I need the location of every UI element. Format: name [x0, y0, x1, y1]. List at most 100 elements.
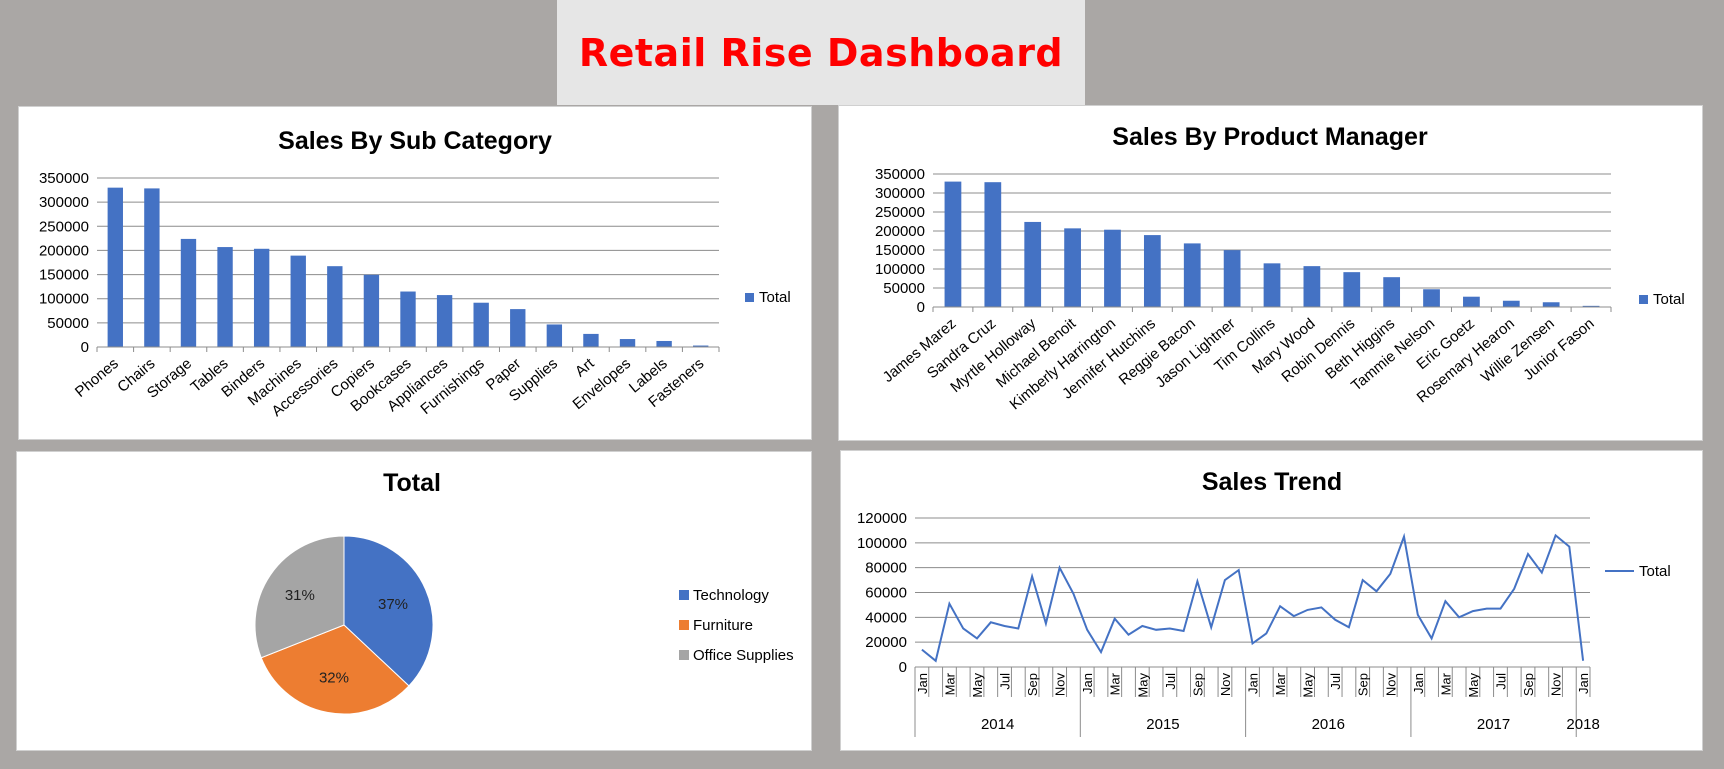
sales-by-manager-panel[interactable]: Sales By Product Manager 0 50000 100000 1500…	[838, 105, 1703, 441]
legend-label: Office Supplies	[693, 647, 794, 664]
legend-swatch	[679, 650, 689, 660]
bar	[693, 345, 709, 347]
bar	[1143, 235, 1161, 307]
x-month-label: May	[1301, 673, 1316, 698]
y-tick-label: 40000	[865, 609, 907, 626]
category-pie-panel[interactable]: Total 37% Technology 32% Furniture 31% Office …	[16, 451, 812, 751]
bar	[1502, 300, 1520, 307]
x-year-label: 2018	[1566, 716, 1599, 733]
x-month-label: Mar	[942, 672, 957, 695]
y-tick-label: 120000	[857, 510, 907, 527]
x-month-label: Nov	[1383, 673, 1398, 697]
y-tick-label: 100000	[39, 291, 89, 308]
bar	[180, 238, 197, 347]
y-tick-label: 60000	[865, 585, 907, 602]
sales-by-subcategory-chart: Sales By Sub Category 0 50000 100000 150000 2…	[39, 127, 791, 420]
x-month-label: Jul	[998, 673, 1013, 690]
y-tick-label: 0	[917, 299, 925, 316]
bar	[253, 248, 270, 347]
x-month-label: May	[970, 673, 985, 698]
bar	[1263, 263, 1281, 307]
bar	[510, 309, 526, 347]
y-tick-label: 250000	[875, 204, 925, 221]
x-month-label: Mar	[1438, 672, 1453, 695]
bar	[217, 247, 233, 347]
x-month-label: Jul	[1493, 673, 1508, 690]
dashboard-title-box: Retail Rise Dashboard	[557, 0, 1085, 105]
legend-swatch	[745, 293, 754, 302]
bar	[1104, 229, 1121, 307]
legend-swatch	[679, 590, 689, 600]
legend-label: Furniture	[693, 617, 753, 634]
sales-by-subcategory-panel[interactable]: Sales By Sub Category 0 50000 100000 150000 2…	[18, 106, 812, 440]
x-month-label: Jan	[1080, 673, 1095, 694]
bar	[583, 333, 599, 347]
bar	[656, 340, 672, 347]
pie-data-label: 32%	[319, 669, 349, 686]
y-tick-label: 50000	[883, 280, 925, 297]
x-month-label: Sep	[1356, 673, 1371, 696]
y-tick-label: 250000	[39, 218, 89, 235]
bar	[363, 274, 380, 347]
x-month-label: May	[1466, 673, 1481, 698]
pie-data-label: 37%	[378, 596, 408, 613]
pie-slice	[260, 624, 410, 715]
x-tick-label: Art	[572, 355, 598, 381]
bar	[1423, 289, 1440, 307]
bar	[1024, 221, 1042, 307]
bar	[1542, 302, 1560, 307]
x-month-label: Mar	[1108, 672, 1123, 695]
x-tick-label: Phones	[72, 355, 122, 401]
bar	[1343, 272, 1361, 307]
x-month-label: Jan	[1411, 673, 1426, 694]
x-year-label: 2014	[981, 716, 1014, 733]
x-month-label: Jul	[1328, 673, 1343, 690]
bar	[144, 188, 160, 347]
dashboard-title: Retail Rise Dashboard	[578, 30, 1064, 75]
sales-trend-panel[interactable]: Sales Trend 0 20000 40000 60000 80000 100000 12…	[840, 450, 1703, 751]
bar	[1183, 243, 1201, 307]
y-tick-label: 100000	[857, 535, 907, 552]
bar	[1383, 277, 1401, 307]
x-month-label: Jan	[1246, 673, 1261, 694]
x-year-label: 2017	[1477, 716, 1510, 733]
chart-title: Sales By Sub Category	[278, 127, 552, 155]
bar	[327, 266, 343, 347]
y-tick-label: 150000	[875, 242, 925, 259]
bar	[290, 255, 306, 347]
y-tick-label: 50000	[47, 315, 89, 332]
y-tick-label: 350000	[875, 166, 925, 183]
x-month-label: Sep	[1521, 673, 1536, 696]
x-month-label: May	[1135, 673, 1150, 698]
chart-title: Total	[383, 469, 441, 497]
y-tick-label: 350000	[39, 170, 89, 187]
x-year-label: 2015	[1146, 716, 1179, 733]
sales-trend-chart: Sales Trend 0 20000 40000 60000 80000 100000 12…	[857, 468, 1671, 737]
bar	[619, 339, 636, 347]
legend-label: Total	[1653, 291, 1685, 308]
bar	[436, 295, 453, 347]
y-tick-label: 100000	[875, 261, 925, 278]
y-tick-label: 200000	[39, 242, 89, 259]
y-tick-label: 20000	[865, 634, 907, 651]
x-year-label: 2016	[1312, 716, 1345, 733]
legend-label: Total	[759, 289, 791, 306]
bar	[1223, 250, 1241, 307]
y-tick-label: 300000	[875, 185, 925, 202]
legend-swatch	[1639, 295, 1648, 304]
x-month-label: Jan	[915, 673, 930, 694]
legend-swatch	[679, 620, 689, 630]
y-tick-label: 300000	[39, 194, 89, 211]
legend-label: Total	[1639, 563, 1671, 580]
y-tick-label: 80000	[865, 560, 907, 577]
pie-slice	[254, 535, 345, 659]
sales-by-manager-chart: Sales By Product Manager 0 50000 100000 1500…	[875, 123, 1685, 413]
x-month-label: Jan	[1576, 673, 1591, 694]
pie-slice	[343, 535, 434, 687]
y-tick-label: 200000	[875, 223, 925, 240]
x-month-label: Jul	[1163, 673, 1178, 690]
x-month-label: Nov	[1053, 673, 1068, 697]
y-tick-label: 0	[899, 659, 907, 676]
bar	[944, 181, 962, 307]
series-line-total	[921, 532, 1585, 663]
